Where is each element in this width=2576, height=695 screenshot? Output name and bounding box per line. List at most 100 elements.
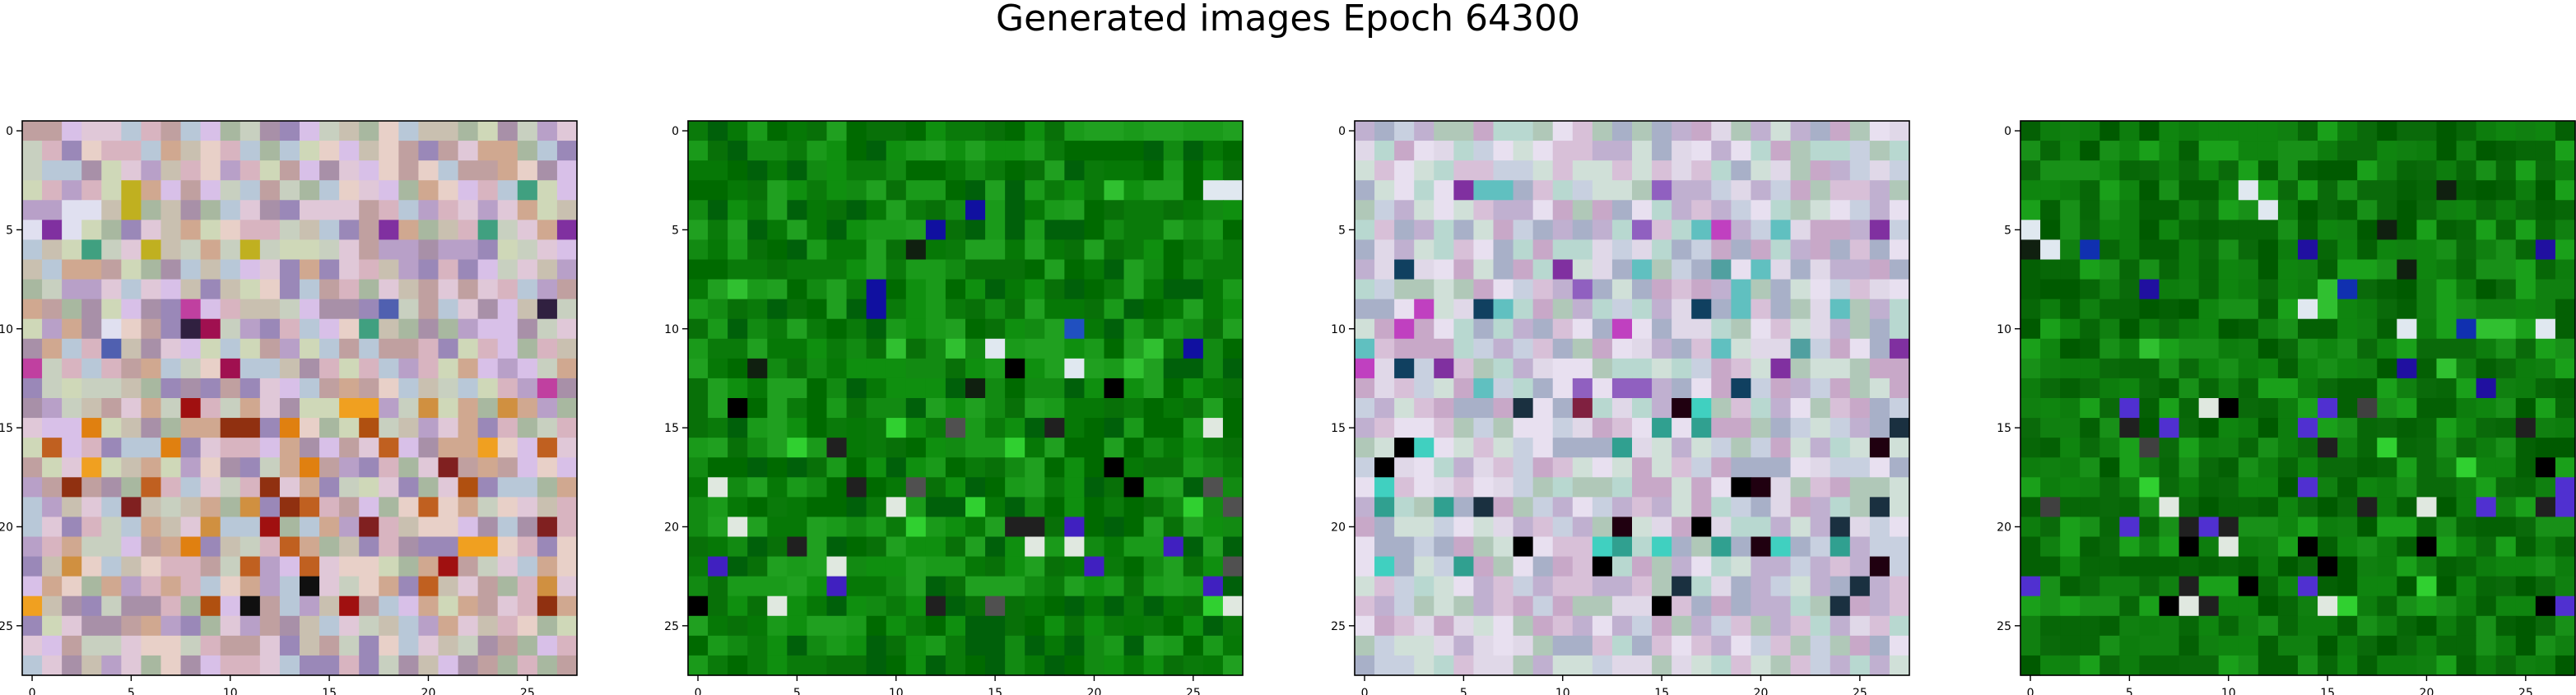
heatmap-cell (2139, 438, 2160, 458)
heatmap-cell (1414, 180, 1434, 201)
heatmap-cell (477, 457, 499, 478)
heatmap-cell (866, 398, 887, 419)
heatmap-cell (1672, 477, 1692, 498)
heatmap-cell (2080, 220, 2100, 241)
heatmap-cell (42, 398, 63, 419)
heatmap-cell (200, 378, 221, 399)
heatmap-cell (1064, 418, 1086, 438)
heatmap-cell (1611, 239, 1633, 261)
heatmap-cell (2257, 556, 2279, 577)
heatmap-cell (1731, 615, 1752, 637)
heatmap-cell (1810, 239, 1831, 261)
heatmap-cell (458, 536, 479, 558)
heatmap-cell (2337, 299, 2358, 320)
heatmap-cell (1434, 160, 1454, 181)
heatmap-cell (728, 279, 748, 300)
heatmap-cell (965, 259, 986, 280)
heatmap-cell (160, 576, 182, 597)
heatmap-cell (1592, 279, 1613, 300)
heatmap-cell (708, 200, 728, 220)
heatmap-cell (945, 398, 966, 419)
heatmap-cell (1044, 200, 1065, 220)
heatmap-cell (688, 556, 709, 577)
heatmap-cell (1532, 635, 1554, 656)
heatmap-cell (2178, 180, 2200, 201)
heatmap-cell (2318, 635, 2338, 656)
heatmap-cell (1434, 200, 1454, 220)
heatmap-cell (1810, 655, 1831, 676)
heatmap-cell (866, 576, 887, 597)
heatmap-cell (220, 239, 241, 261)
heatmap-cell (886, 477, 907, 498)
heatmap-cell (477, 259, 499, 280)
heatmap-cell (2298, 615, 2318, 637)
heatmap-cell (886, 358, 907, 379)
heatmap-cell (2099, 318, 2120, 340)
heatmap-cell (807, 318, 828, 340)
heatmap-cell (2238, 160, 2259, 181)
heatmap-cell (300, 655, 320, 676)
heatmap-cell (728, 595, 748, 617)
heatmap-cell (2298, 398, 2318, 419)
heatmap-cell (1572, 576, 1593, 597)
heatmap-cell (886, 220, 907, 241)
heatmap-cell (2257, 338, 2279, 359)
heatmap-cell (2397, 220, 2418, 241)
heatmap-cell (2080, 655, 2100, 676)
heatmap-cell (2416, 398, 2438, 419)
heatmap-cell (728, 497, 748, 518)
heatmap-cell (517, 318, 538, 340)
heatmap-cell (1202, 497, 1224, 518)
heatmap-cell (1790, 398, 1811, 419)
heatmap-cell (2357, 477, 2378, 498)
heatmap-cell (767, 457, 788, 478)
heatmap-cell (1652, 318, 1672, 340)
heatmap-cell (2198, 259, 2220, 280)
heatmap-cell (2178, 121, 2200, 141)
heatmap-cell (1374, 121, 1395, 141)
heatmap-cell (1025, 220, 1045, 241)
heatmap-cell (925, 180, 946, 201)
heatmap-cell (2020, 635, 2041, 656)
heatmap-cell (2080, 180, 2100, 201)
heatmap-cell (2495, 358, 2517, 379)
heatmap-cell (1770, 180, 1792, 201)
heatmap-cell (160, 200, 182, 220)
heatmap-cell (2535, 655, 2556, 676)
heatmap-cell (2298, 457, 2318, 478)
heatmap-cell (925, 378, 946, 399)
heatmap-cell (160, 180, 182, 201)
heatmap-cell (1064, 517, 1086, 538)
heatmap-cell (200, 438, 221, 458)
heatmap-cell (1123, 200, 1145, 220)
heatmap-cell (1104, 517, 1125, 538)
heatmap-cell (497, 576, 518, 597)
heatmap-cell (2456, 536, 2477, 558)
heatmap-cell (945, 160, 966, 181)
heatmap-cell (2139, 536, 2160, 558)
heatmap-cell (1493, 576, 1514, 597)
heatmap-cell (905, 141, 927, 161)
heatmap-cell (2397, 635, 2418, 656)
heatmap-cell (2257, 200, 2279, 220)
heatmap-cell (2218, 141, 2239, 161)
heatmap-cell (945, 536, 966, 558)
heatmap-cell (2277, 576, 2299, 597)
heatmap-cell (1711, 299, 1732, 320)
heatmap-cell (359, 338, 379, 359)
heatmap-cell (2476, 556, 2497, 577)
heatmap-cell (141, 635, 162, 656)
heatmap-cell (1493, 318, 1514, 340)
heatmap-cell (886, 200, 907, 220)
heatmap-cell (1202, 398, 1224, 419)
heatmap-cell (1414, 220, 1434, 241)
heatmap-cell (2357, 457, 2378, 478)
heatmap-cell (826, 299, 848, 320)
heatmap-cell (1552, 438, 1574, 458)
heatmap-cell (141, 318, 162, 340)
heatmap-cell (2119, 299, 2141, 320)
heatmap-cell (747, 418, 768, 438)
heatmap-cell (2535, 497, 2556, 518)
heatmap-cell (1005, 121, 1025, 141)
heatmap-cell (200, 615, 221, 637)
